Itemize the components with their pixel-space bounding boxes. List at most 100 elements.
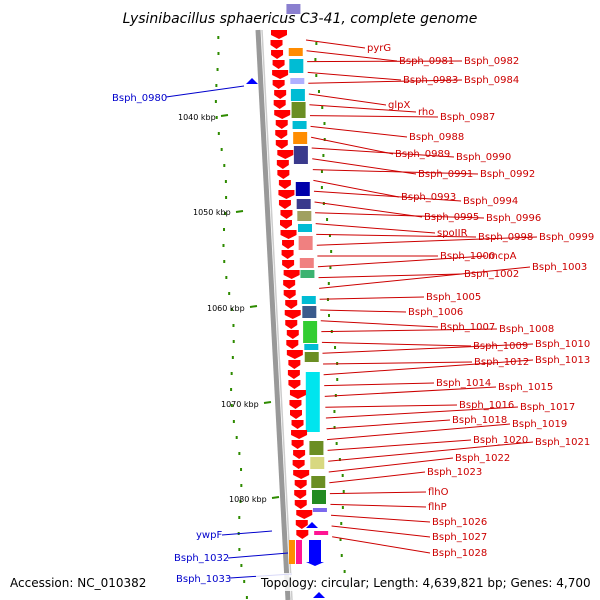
gene-label-spoiir[interactable]: spoIIR — [437, 228, 468, 239]
gene-label-bsph0994[interactable]: Bsph_0994 — [463, 196, 518, 207]
kbp-tick — [235, 210, 244, 213]
gene-arrow-bsph0980 — [246, 78, 258, 84]
gc-skew-point — [315, 42, 318, 45]
leader-line — [221, 530, 273, 536]
leader-line — [305, 39, 366, 49]
gene-label-bsph1019[interactable]: Bsph_1019 — [512, 419, 567, 430]
gene-label-bsph0984[interactable]: Bsph_0984 — [464, 75, 519, 86]
leader-line — [326, 423, 511, 441]
gene-label-glpx[interactable]: glpX — [388, 100, 410, 111]
leader-line — [308, 79, 463, 84]
gc-skew-point — [341, 506, 344, 509]
gene-label-bsph0982[interactable]: Bsph_0982 — [464, 56, 519, 67]
gc-skew-point — [340, 554, 343, 557]
gene-arrow-forward — [292, 460, 305, 469]
gene-label-bsph1006[interactable]: Bsph_1006 — [408, 307, 463, 318]
gene-feature-block — [292, 121, 307, 129]
gene-label-bsph1033[interactable]: Bsph_1033 — [176, 574, 231, 585]
gene-label-bsph0996[interactable]: Bsph_0996 — [486, 213, 541, 224]
gene-label-bsph1018[interactable]: Bsph_1018 — [452, 415, 507, 426]
gene-arrow-forward — [295, 520, 308, 529]
gc-skew-point — [223, 164, 226, 167]
gene-label-bsph1016[interactable]: Bsph_1016 — [459, 400, 514, 411]
gene-label-bsph1000[interactable]: Bsph_1000 — [440, 251, 495, 262]
gene-arrow-forward — [277, 170, 290, 179]
gene-label-bsph1010[interactable]: Bsph_1010 — [535, 339, 590, 350]
gene-label-bsph0990[interactable]: Bsph_0990 — [456, 152, 511, 163]
gene-arrow-forward — [294, 500, 307, 509]
gene-label-bsph0999[interactable]: Bsph_0999 — [539, 232, 594, 243]
gene-label-flhp[interactable]: flhP — [428, 502, 447, 513]
gc-skew-point — [317, 90, 320, 93]
gene-label-mcpa[interactable]: mcpA — [488, 251, 517, 262]
gc-skew-point — [245, 596, 248, 599]
gene-label-bsph0991[interactable]: Bsph_0991 — [418, 169, 473, 180]
gene-arrow-forward — [286, 330, 299, 339]
gene-arrow-forward — [271, 30, 287, 39]
gene-label-bsph1008[interactable]: Bsph_1008 — [499, 324, 554, 335]
gc-skew-point — [340, 522, 343, 525]
leader-line — [316, 233, 477, 238]
gene-arrow-forward — [281, 250, 294, 259]
gene-arrow-bsph1032 — [306, 562, 324, 566]
gene-label-bsph1002[interactable]: Bsph_1002 — [464, 269, 519, 280]
gene-feature-block — [309, 441, 324, 455]
leader-line — [315, 212, 485, 219]
gene-label-bsph1014[interactable]: Bsph_1014 — [436, 378, 491, 389]
gene-label-bsph1022[interactable]: Bsph_1022 — [455, 453, 510, 464]
gene-label-bsph1009[interactable]: Bsph_1009 — [473, 341, 528, 352]
gene-label-bsph1017[interactable]: Bsph_1017 — [520, 402, 575, 413]
gc-skew-point — [223, 228, 226, 231]
gene-label-bsph0998[interactable]: Bsph_0998 — [478, 232, 533, 243]
gc-skew-point — [232, 340, 235, 343]
gene-arrow-forward — [280, 220, 292, 229]
gene-label-rho[interactable]: rho — [418, 107, 434, 118]
gene-label-flho[interactable]: flhO — [428, 487, 449, 498]
gc-skew-point — [322, 154, 325, 157]
gene-label-bsph0988[interactable]: Bsph_0988 — [409, 132, 464, 143]
gene-label-bsph0992[interactable]: Bsph_0992 — [480, 169, 535, 180]
gc-skew-point — [215, 84, 218, 87]
gene-label-bsph1005[interactable]: Bsph_1005 — [426, 292, 481, 303]
gene-feature-block — [293, 146, 308, 164]
leader-line — [313, 190, 462, 202]
leader-line — [309, 104, 417, 113]
gc-skew-point — [238, 452, 241, 455]
gene-arrow-forward — [278, 190, 295, 199]
gene-label-bsph0993[interactable]: Bsph_0993 — [401, 192, 456, 203]
gene-arrow-forward — [294, 490, 307, 499]
gc-skew-track — [214, 36, 349, 599]
leader-line — [323, 359, 534, 376]
gene-arrow-forward — [293, 450, 306, 459]
gene-label-bsph0980[interactable]: Bsph_0980 — [112, 93, 167, 104]
gene-label-bsph1013[interactable]: Bsph_1013 — [535, 355, 590, 366]
gene-label-bsph1027[interactable]: Bsph_1027 — [432, 532, 487, 543]
topology-text: Topology: circular; Length: 4,639,821 bp… — [260, 576, 591, 590]
gc-skew-point — [323, 122, 326, 125]
gene-label-pyrg[interactable]: pyrG — [367, 43, 391, 54]
gene-arrow-forward — [272, 60, 285, 69]
gene-feature-block — [290, 78, 305, 84]
gene-label-bsph1003[interactable]: Bsph_1003 — [532, 262, 587, 273]
gene-label-bsph1023[interactable]: Bsph_1023 — [427, 467, 482, 478]
gene-label-bsph0987[interactable]: Bsph_0987 — [440, 112, 495, 123]
gc-skew-point — [217, 36, 220, 39]
gene-label-bsph1032[interactable]: Bsph_1032 — [174, 553, 229, 564]
gene-label-bsph1028[interactable]: Bsph_1028 — [432, 548, 487, 559]
gene-label-bsph1026[interactable]: Bsph_1026 — [432, 517, 487, 528]
gene-feature-block — [289, 540, 295, 564]
gc-skew-point — [232, 324, 235, 327]
gene-label-ywpf[interactable]: ywpF — [196, 530, 222, 541]
gene-label-bsph1015[interactable]: Bsph_1015 — [498, 382, 553, 393]
leader-line — [323, 361, 473, 365]
leader-line — [316, 236, 538, 246]
gene-arrow-forward — [283, 290, 296, 299]
leader-line — [313, 179, 400, 198]
leader-line — [328, 441, 534, 462]
gene-label-bsph0989[interactable]: Bsph_0989 — [395, 149, 450, 160]
leader-line — [311, 136, 394, 155]
gene-label-bsph1020[interactable]: Bsph_1020 — [473, 435, 528, 446]
gene-label-bsph1021[interactable]: Bsph_1021 — [535, 437, 590, 448]
gene-label-bsph1007[interactable]: Bsph_1007 — [440, 322, 495, 333]
gene-arrow-forward — [274, 90, 287, 99]
